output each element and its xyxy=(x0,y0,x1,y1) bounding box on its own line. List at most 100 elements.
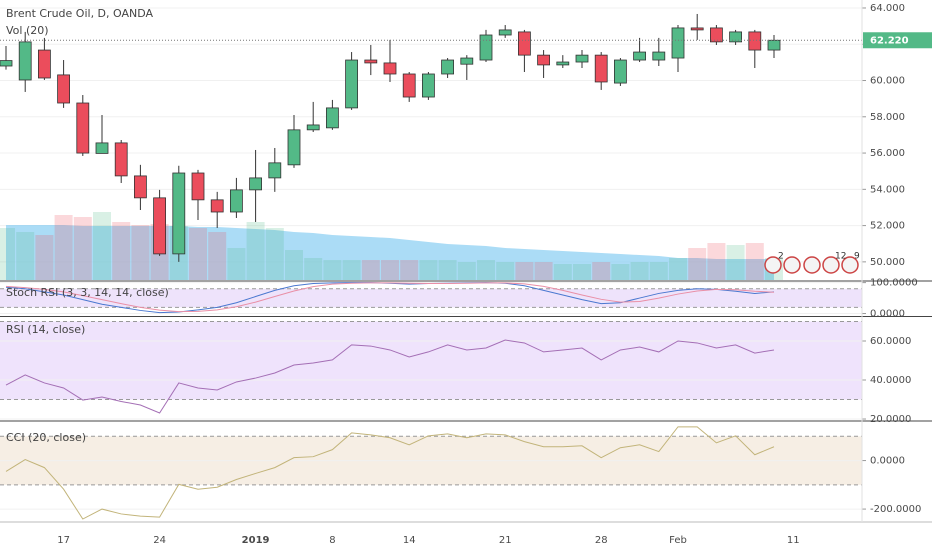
event-icon[interactable] xyxy=(803,256,821,274)
candle-body xyxy=(633,51,646,61)
volume-bar xyxy=(208,232,227,280)
candle-body xyxy=(345,59,359,109)
candle-body xyxy=(0,60,13,67)
volume-bar xyxy=(592,262,611,280)
candle-body xyxy=(38,49,51,79)
pane-title: CCI (20, close) xyxy=(6,431,86,444)
candle-body xyxy=(614,59,627,84)
candle-body xyxy=(133,175,147,199)
candle-body xyxy=(287,129,301,166)
y-tick-label: 60.0000 xyxy=(870,336,911,347)
indicator-line xyxy=(5,282,775,313)
y-tick-label: 56.000 xyxy=(870,148,905,159)
volume-bar xyxy=(381,260,399,280)
volume-bar xyxy=(16,232,35,280)
indicator-line xyxy=(5,339,775,414)
candle-body xyxy=(421,73,435,98)
y-tick-label: 100.0000 xyxy=(870,278,918,289)
y-tick-label: 50.000 xyxy=(870,257,905,268)
y-tick-label: 0.0000 xyxy=(870,309,905,320)
candle-body xyxy=(652,51,666,61)
y-tick-label: 58.000 xyxy=(870,112,905,123)
candle-body xyxy=(249,177,263,191)
plot-layer: 64.00062.00060.00058.00056.00054.00052.0… xyxy=(0,3,932,546)
candle-body xyxy=(268,162,282,179)
candle-body xyxy=(441,59,455,75)
y-tick-label: 52.000 xyxy=(870,221,905,232)
volume-bar xyxy=(112,222,131,280)
pane-title: RSI (14, close) xyxy=(6,323,85,336)
x-tick-label: 14 xyxy=(403,535,416,546)
candle-body xyxy=(306,124,320,131)
band xyxy=(0,321,862,400)
volume-bar xyxy=(189,228,207,280)
candle-body xyxy=(18,41,32,81)
y-tick-label: 64.000 xyxy=(870,3,905,14)
x-tick-label: 8 xyxy=(329,535,335,546)
volume-bar xyxy=(515,262,534,280)
x-tick-label: 17 xyxy=(57,535,70,546)
event-icon[interactable] xyxy=(783,256,801,274)
candle-body xyxy=(172,172,186,255)
candle-body xyxy=(191,172,205,201)
candle-body xyxy=(229,189,243,213)
volume-bar xyxy=(553,264,572,280)
event-icons: 2 12 9 xyxy=(764,252,860,274)
x-tick-label: 21 xyxy=(499,535,512,546)
volume-bar xyxy=(419,260,438,280)
y-tick-label: 54.000 xyxy=(870,184,905,195)
volume-ma-area xyxy=(6,225,774,280)
candle-body xyxy=(748,31,762,51)
candle-body xyxy=(556,61,570,66)
volume-bar xyxy=(131,225,150,280)
volume-bar xyxy=(745,243,764,280)
candle-body xyxy=(114,142,128,177)
event-count: 9 xyxy=(854,252,860,262)
x-tick-label: 24 xyxy=(153,535,166,546)
volume-bar xyxy=(457,262,476,280)
volume-bar xyxy=(688,248,707,280)
x-tick-label: 28 xyxy=(595,535,608,546)
volume-bar xyxy=(342,260,361,280)
y-tick-label: 20.0000 xyxy=(870,414,911,425)
candle-body xyxy=(537,54,550,66)
volume-bar xyxy=(227,248,246,280)
chart-title: Brent Crude Oil, D, OANDA xyxy=(6,7,154,20)
candle-body xyxy=(460,57,474,65)
event-count: 12 xyxy=(835,252,846,262)
event-icon[interactable] xyxy=(822,256,840,274)
volume-bar xyxy=(726,245,745,280)
candle-body xyxy=(479,34,493,61)
candle-body xyxy=(402,73,416,98)
candle-body xyxy=(594,54,608,83)
candle-body xyxy=(767,39,781,51)
x-tick-label: Feb xyxy=(669,535,687,546)
candle-body xyxy=(95,142,109,154)
last-price-box xyxy=(863,32,932,49)
event-icon[interactable] xyxy=(764,256,782,274)
volume-bar xyxy=(73,217,92,280)
volume-bar xyxy=(477,260,495,280)
candle-body xyxy=(383,62,397,75)
volume-bar xyxy=(361,260,380,280)
volume-bar xyxy=(630,262,649,280)
volume-bar xyxy=(611,264,630,280)
volume-bar xyxy=(246,222,265,280)
volume-bar xyxy=(669,258,687,280)
candle-body xyxy=(325,107,339,129)
candle-body xyxy=(57,74,70,104)
volume-bar xyxy=(304,258,323,280)
volume-bar xyxy=(707,243,726,280)
candle-body xyxy=(710,27,723,43)
y-tick-label: 60.000 xyxy=(870,76,905,87)
y-tick-label: -200.0000 xyxy=(870,504,921,515)
candle-body xyxy=(671,27,685,59)
volume-bar xyxy=(35,235,54,280)
volume-bar xyxy=(0,228,15,280)
x-tick-label: 2019 xyxy=(242,535,270,546)
candle-body xyxy=(76,102,90,154)
volume-bar xyxy=(54,215,73,280)
candle-body xyxy=(364,59,378,64)
event-icon[interactable] xyxy=(841,256,859,274)
